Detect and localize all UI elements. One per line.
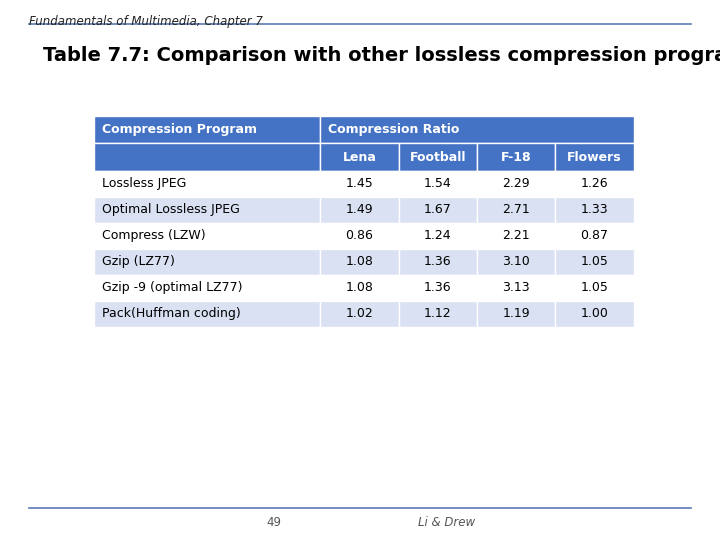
Text: Li & Drew: Li & Drew [418,516,475,529]
Text: 1.08: 1.08 [346,255,374,268]
Bar [555,249,634,275]
Bar [94,171,320,197]
Bar [399,249,477,275]
Bar [555,275,634,301]
Bar [555,223,634,249]
Bar [320,144,399,171]
Bar [320,301,399,327]
Bar [477,144,555,171]
Bar [477,223,555,249]
Text: Gzip (LZ77): Gzip (LZ77) [102,255,174,268]
Text: Lena: Lena [343,151,377,164]
Text: 1.36: 1.36 [424,255,451,268]
Text: 1.00: 1.00 [580,307,608,320]
Text: 0.87: 0.87 [580,230,608,242]
Bar [477,301,555,327]
Bar [320,171,399,197]
Text: 1.24: 1.24 [424,230,451,242]
Bar [399,171,477,197]
Text: 1.05: 1.05 [580,255,608,268]
Text: Table 7.7: Comparison with other lossless compression programs: Table 7.7: Comparison with other lossles… [43,46,720,65]
Text: 1.45: 1.45 [346,177,374,190]
Text: 2.21: 2.21 [503,230,530,242]
Bar [555,171,634,197]
Text: 1.49: 1.49 [346,204,374,217]
Bar [94,275,320,301]
Text: Flowers: Flowers [567,151,622,164]
Bar [320,116,634,144]
Text: 2.71: 2.71 [503,204,530,217]
Bar [477,171,555,197]
Text: 0.86: 0.86 [346,230,374,242]
Bar [94,301,320,327]
Bar [555,197,634,223]
Bar [555,144,634,171]
Text: 1.08: 1.08 [346,281,374,294]
Text: Compression Program: Compression Program [102,123,257,136]
Text: 1.12: 1.12 [424,307,451,320]
Text: Compression Ratio: Compression Ratio [328,123,460,136]
Bar [399,197,477,223]
Bar [94,223,320,249]
Text: Lossless JPEG: Lossless JPEG [102,177,186,190]
Bar [94,197,320,223]
Bar [320,197,399,223]
Bar [477,249,555,275]
Text: 1.26: 1.26 [580,177,608,190]
Text: Compress (LZW): Compress (LZW) [102,230,205,242]
Text: Optimal Lossless JPEG: Optimal Lossless JPEG [102,204,240,217]
Bar [320,249,399,275]
Bar [320,275,399,301]
Text: Fundamentals of Multimedia, Chapter 7: Fundamentals of Multimedia, Chapter 7 [29,15,263,28]
Text: Gzip -9 (optimal LZ77): Gzip -9 (optimal LZ77) [102,281,242,294]
Text: 2.29: 2.29 [503,177,530,190]
Text: 1.33: 1.33 [580,204,608,217]
Text: Football: Football [410,151,466,164]
Text: 1.36: 1.36 [424,281,451,294]
Text: 3.10: 3.10 [503,255,530,268]
Bar [477,275,555,301]
Text: F-18: F-18 [501,151,531,164]
Text: Pack(Huffman coding): Pack(Huffman coding) [102,307,240,320]
Bar [399,223,477,249]
Text: 1.19: 1.19 [503,307,530,320]
Bar [555,301,634,327]
Bar [94,116,320,144]
Bar [399,275,477,301]
Bar [399,144,477,171]
Text: 49: 49 [266,516,281,529]
Bar [94,144,320,171]
Bar [94,249,320,275]
Text: 1.54: 1.54 [424,177,451,190]
Bar [399,301,477,327]
Text: 1.67: 1.67 [424,204,451,217]
Text: 1.02: 1.02 [346,307,374,320]
Bar [320,223,399,249]
Text: 1.05: 1.05 [580,281,608,294]
Text: 3.13: 3.13 [503,281,530,294]
Bar [477,197,555,223]
